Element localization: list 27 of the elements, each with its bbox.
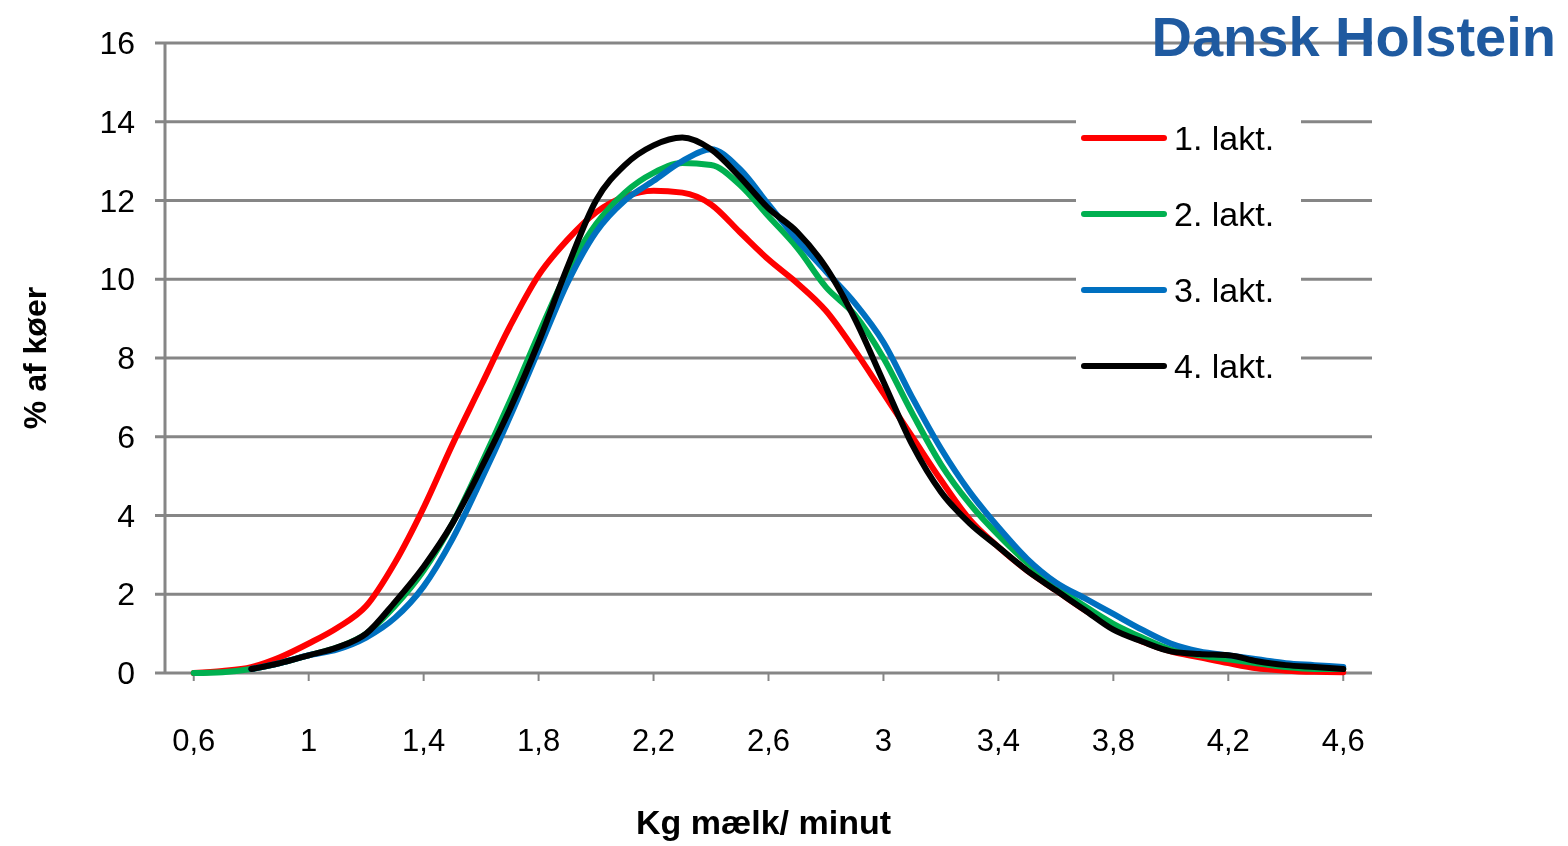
legend-label: 2. lakt. xyxy=(1174,195,1275,233)
y-tick-label: 12 xyxy=(99,182,135,219)
x-tick-label: 4,2 xyxy=(1206,723,1250,758)
y-axis-title: % af køer xyxy=(17,286,53,430)
y-tick-label: 4 xyxy=(117,497,135,534)
x-tick-label: 3 xyxy=(874,723,893,758)
y-tick-label: 10 xyxy=(99,261,135,298)
x-tick-label: 3,4 xyxy=(976,723,1020,758)
y-tick-label: 14 xyxy=(99,103,135,140)
legend-label: 3. lakt. xyxy=(1174,271,1275,309)
x-tick-label: 1,8 xyxy=(517,723,561,758)
legend-label: 4. lakt. xyxy=(1174,347,1275,385)
y-tick-label: 6 xyxy=(117,418,135,455)
y-tick-label: 8 xyxy=(117,340,135,376)
y-tick-label: 16 xyxy=(99,25,135,61)
x-tick-label: 1 xyxy=(300,723,318,758)
chart-title: Dansk Holstein xyxy=(1151,5,1556,68)
x-tick-label: 2,2 xyxy=(631,723,676,758)
y-tick-label: 2 xyxy=(117,576,135,613)
legend-label: 1. lakt. xyxy=(1174,119,1275,157)
x-axis-title: Kg mælk/ minut xyxy=(635,803,892,841)
x-tick-label: 1,4 xyxy=(402,723,446,758)
x-tick-label: 0,6 xyxy=(172,723,216,758)
x-tick-label: 3,8 xyxy=(1091,723,1135,758)
y-tick-label: 0 xyxy=(117,655,135,691)
x-tick-label: 4,6 xyxy=(1321,723,1365,758)
x-tick-label: 2,6 xyxy=(746,723,791,758)
